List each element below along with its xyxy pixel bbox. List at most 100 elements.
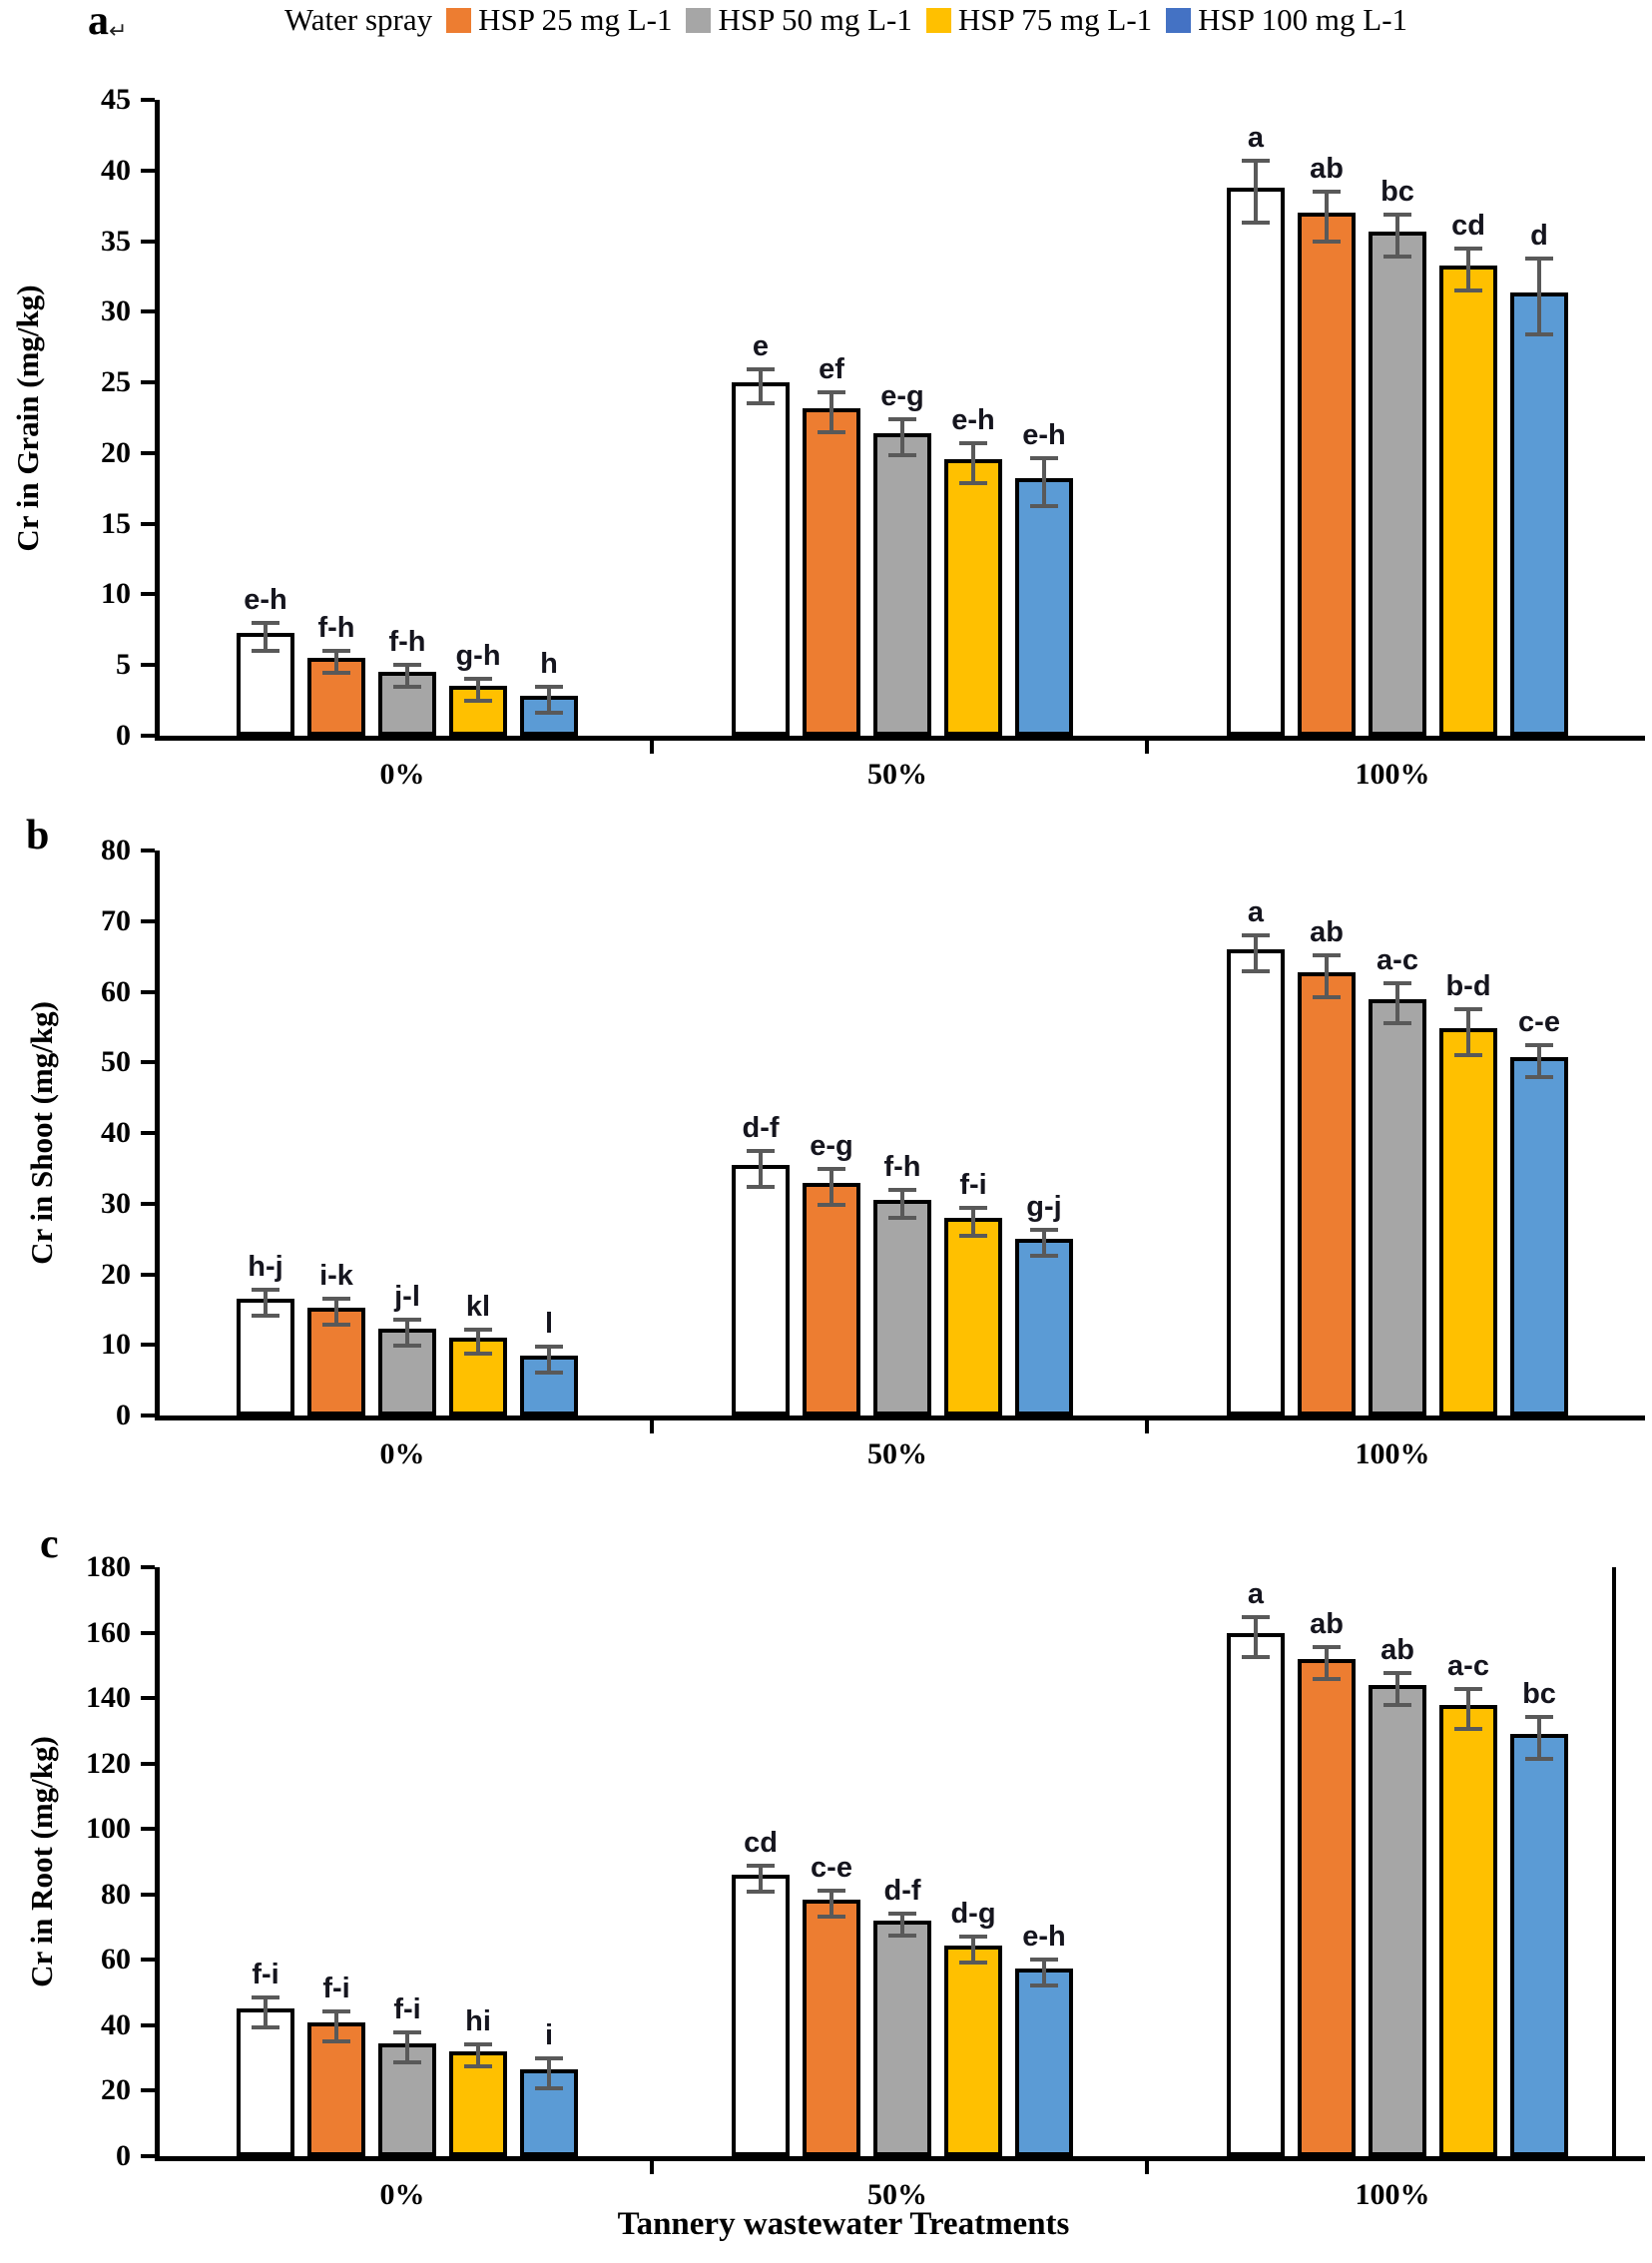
error-bar-cap-bottom [1454, 1727, 1482, 1731]
significance-letter: d-f [742, 1112, 780, 1144]
error-bar-cap-top [1242, 159, 1270, 163]
y-tick-label: 80 [101, 834, 131, 866]
chart-legend: Water spray HSP 25 mg L-1 HSP 50 mg L-1 HSP… [253, 2, 1421, 38]
bar-hsp-100-mg-l-1-100: bc [1510, 1678, 1568, 2156]
error-bar-cap-top [464, 1328, 492, 1332]
legend-label: HSP 100 mg L-1 [1198, 2, 1408, 37]
y-tick [141, 2088, 155, 2093]
bar-hsp-75-mg-l-1-0: g-h [449, 640, 507, 736]
error-bar-cap-bottom [1454, 1053, 1482, 1057]
x-tick [650, 741, 654, 754]
bar-water-spray-0: e-h [237, 584, 294, 736]
panel-label-c-text: c [40, 1521, 59, 1567]
y-tick-label: 20 [101, 2073, 131, 2107]
bar-hsp-25-mg-l-1-50: c-e [803, 1852, 860, 2156]
bar-hsp-100-mg-l-1-0: h [520, 648, 578, 736]
significance-letter: h-j [248, 1251, 283, 1283]
error-bar-cap-top [1030, 1958, 1058, 1962]
error-bar-cap-bottom [393, 685, 421, 689]
y-tick-label: 30 [101, 1186, 131, 1220]
error-bar-cap-bottom [747, 1185, 775, 1189]
error-bar-cap-bottom [747, 1890, 775, 1894]
legend-swatch-water-spray [253, 7, 277, 33]
bar-hsp-75-mg-l-1-0: hi [449, 2005, 507, 2156]
error-bar-cap-top [393, 663, 421, 667]
y-tick [141, 168, 155, 173]
legend-label: HSP 25 mg L-1 [478, 2, 673, 37]
plot-area-b: h-j i-k j-l kl l d-f e-g f-h f-i g-j a ab a-c b-d c-e [155, 850, 1645, 1420]
y-tick [141, 239, 155, 244]
y-tick [141, 1414, 155, 1417]
error-bar-cap-bottom [888, 1934, 916, 1938]
bar-hsp-50-mg-l-1-100: ab [1369, 1634, 1426, 2156]
x-axis-title: Tannery wastewater Treatments [617, 2206, 1070, 2242]
legend-item-hsp-75-mg-l-1: HSP 75 mg L-1 [925, 2, 1153, 38]
y-tick-label: 0 [116, 2139, 131, 2172]
error-bar [1254, 935, 1258, 971]
error-bar-cap-bottom [535, 711, 563, 715]
error-bar-cap-top [1383, 213, 1411, 217]
panel-label-a: a↵ [88, 0, 127, 42]
error-bar [1466, 249, 1470, 290]
bar-hsp-25-mg-l-1-100: ab [1298, 1608, 1356, 2156]
error-bar [334, 2011, 338, 2041]
error-bar [1325, 192, 1329, 242]
error-bar-cap-top [393, 2030, 421, 2034]
error-bar-cap-bottom [818, 1203, 845, 1207]
error-bar-cap-bottom [818, 430, 845, 434]
y-tick-label: 15 [101, 506, 131, 540]
significance-letter: ef [819, 353, 844, 385]
legend-swatch-hsp-50-mg-l-1 [686, 7, 712, 33]
error-bar [1325, 955, 1329, 997]
y-tick-label: 20 [101, 1257, 131, 1291]
x-tick [650, 2161, 654, 2174]
bar-hsp-100-mg-l-1-100: d [1510, 220, 1568, 736]
y-tick [141, 450, 155, 455]
bar-group-100: a ab bc cd d [1150, 100, 1645, 736]
error-bar [759, 1151, 763, 1187]
y-tick-label: 100 [86, 1812, 131, 1846]
y-tick [141, 989, 155, 994]
error-bar-cap-bottom [252, 1314, 279, 1318]
error-bar [1042, 1960, 1046, 1985]
legend-item-hsp-50-mg-l-1: HSP 50 mg L-1 [686, 2, 912, 38]
error-bar [547, 1347, 551, 1373]
error-bar [264, 623, 268, 651]
error-bar [264, 1997, 268, 2027]
significance-letter: ab [1310, 1608, 1344, 1640]
error-bar [476, 679, 480, 701]
bar-hsp-50-mg-l-1-0: j-l [378, 1281, 436, 1415]
panel-label-c: c [40, 1523, 59, 1565]
error-bar-cap-top [959, 1206, 987, 1210]
error-bar [1254, 1617, 1258, 1657]
error-bar-cap-bottom [464, 1352, 492, 1356]
bar-hsp-100-mg-l-1-50: g-j [1015, 1191, 1073, 1415]
legend-label: HSP 50 mg L-1 [718, 2, 912, 37]
legend-label: HSP 75 mg L-1 [957, 2, 1153, 37]
y-tick-label: 40 [101, 1116, 131, 1149]
bar-hsp-75-mg-l-1-100: a-c [1439, 1650, 1497, 2156]
error-bar-cap-top [959, 441, 987, 445]
error-bar-cap-top [393, 1318, 421, 1322]
x-category-label-50: 50% [867, 2178, 927, 2211]
bar-water-spray-0: h-j [237, 1251, 294, 1415]
y-tick-label: 140 [86, 1681, 131, 1715]
legend-swatch-hsp-75-mg-l-1 [925, 7, 951, 33]
legend-item-hsp-100-mg-l-1: HSP 100 mg L-1 [1166, 2, 1407, 38]
y-tick [141, 1958, 155, 1963]
bar-water-spray-0: f-i [237, 1959, 294, 2156]
error-bar-cap-top [1030, 456, 1058, 460]
y-tick-label: 0 [116, 719, 131, 752]
bar-hsp-25-mg-l-1-0: f-h [307, 612, 365, 736]
error-bar [759, 1866, 763, 1892]
error-bar [334, 1299, 338, 1325]
bar-hsp-50-mg-l-1-50: d-f [873, 1875, 931, 2156]
error-bar-cap-bottom [1525, 1757, 1553, 1761]
significance-letter: a-c [1377, 944, 1418, 976]
error-bar-cap-bottom [1242, 969, 1270, 973]
bar-hsp-75-mg-l-1-50: f-i [944, 1169, 1002, 1415]
error-bar-cap-top [1525, 257, 1553, 261]
bar-hsp-25-mg-l-1-100: ab [1298, 916, 1356, 1415]
error-bar [405, 1320, 409, 1346]
